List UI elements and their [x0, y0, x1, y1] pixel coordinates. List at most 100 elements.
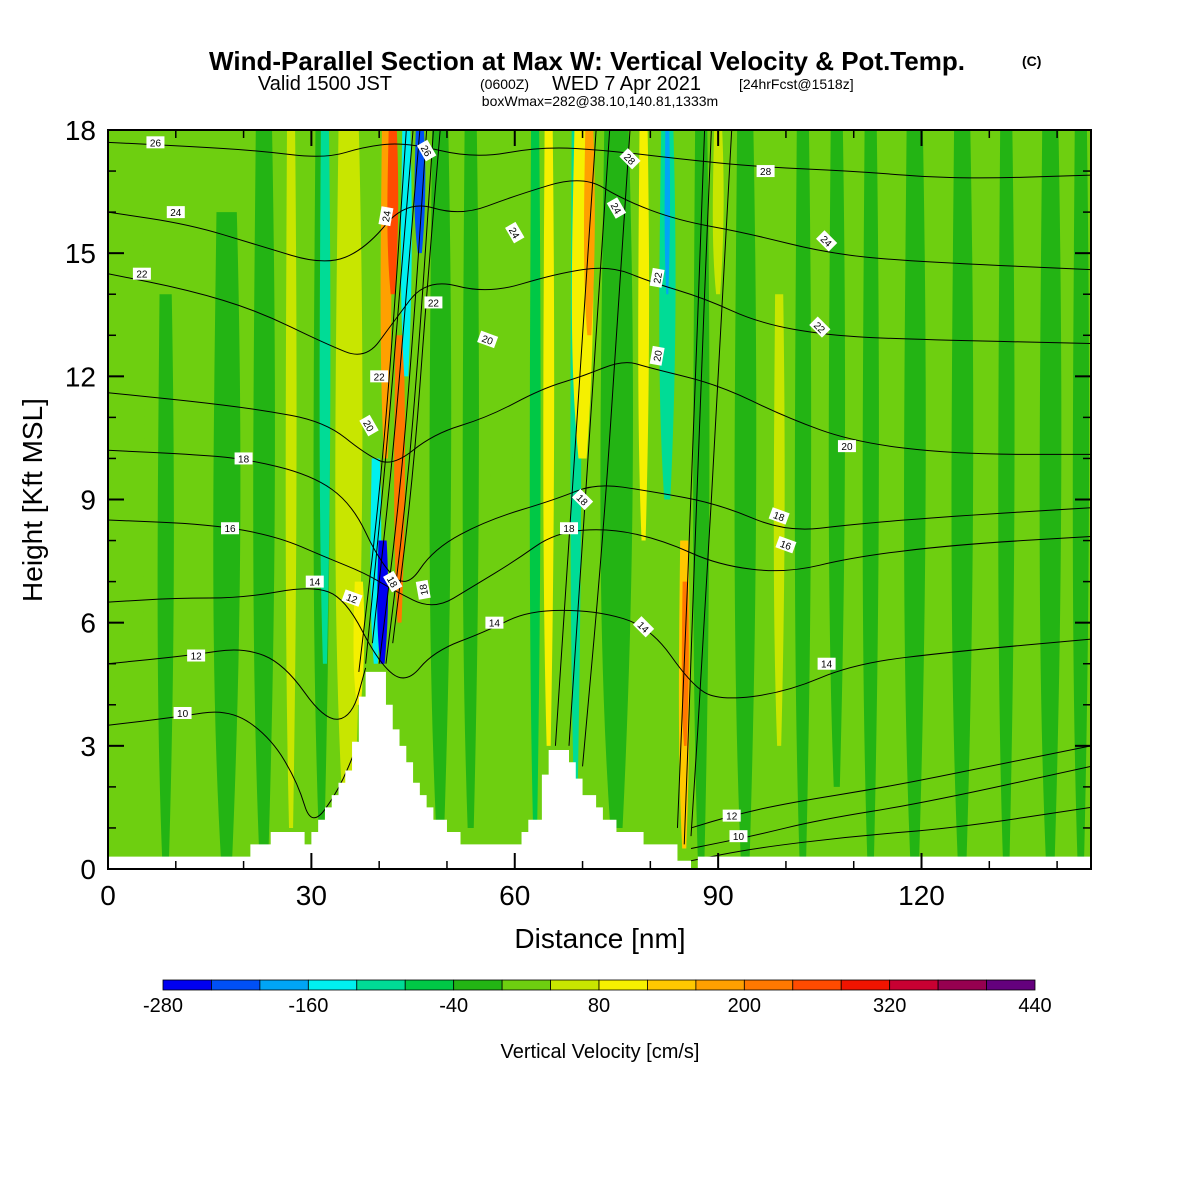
svg-text:24: 24 — [170, 208, 182, 219]
y-tick-label-18: 18 — [65, 115, 96, 146]
theta-contour-steep-4 — [385, 130, 434, 664]
svg-text:16: 16 — [778, 539, 793, 553]
forecast-label: [24hrFcst@1518z] — [739, 76, 854, 92]
colorbar-swatch-3 — [307, 979, 358, 991]
axis-ticks: 0 30 60 90 120 0 3 6 9 12 15 18 — [65, 115, 1091, 911]
y-tick-label-15: 15 — [65, 238, 96, 269]
theta-label-14-5: 14 — [485, 616, 504, 630]
theta-label-22-9: 22 — [132, 267, 151, 281]
theta-contour-steep-11 — [690, 130, 733, 837]
velocity-band-36 — [862, 130, 879, 869]
velocity-band-14 — [400, 130, 412, 377]
svg-text:18: 18 — [384, 575, 399, 591]
theta-contour-26-11 — [108, 141, 1091, 179]
colorbar: -280 -160 -40 80 200 320 440 — [143, 979, 1052, 1017]
svg-text:22: 22 — [652, 271, 665, 284]
colorbar-swatch-0 — [162, 979, 212, 991]
colorbar-swatch-5 — [404, 979, 455, 991]
colorbar-swatch-1 — [211, 979, 261, 991]
colorbar-swatch-9 — [598, 979, 648, 991]
svg-text:24: 24 — [381, 210, 394, 223]
colorbar-label-5: 320 — [873, 995, 906, 1017]
theta-label-12-3: 12 — [187, 649, 206, 663]
svg-text:24: 24 — [608, 201, 623, 217]
y-tick-label-9: 9 — [80, 485, 96, 516]
velocity-band-6 — [319, 130, 331, 664]
svg-text:26: 26 — [418, 144, 433, 160]
theta-label-extra-16: 18 — [559, 522, 578, 535]
y-tick-label-6: 6 — [80, 608, 96, 639]
theta-contour-18-7 — [108, 449, 1091, 582]
theta-label-extra-13: 22 — [649, 267, 665, 288]
svg-text:14: 14 — [489, 619, 501, 630]
colorbar-swatch-7 — [501, 979, 551, 991]
svg-text:18: 18 — [418, 583, 431, 596]
theta-label-extra-18: 28 — [756, 165, 775, 178]
svg-text:20: 20 — [360, 419, 375, 435]
colorbar-label-1: -160 — [288, 995, 328, 1017]
x-tick-label-30: 30 — [296, 880, 327, 911]
colorbar-swatch-11 — [695, 979, 745, 991]
colorbar-swatch-10 — [647, 979, 697, 991]
theta-label-extra-14: 20 — [649, 345, 665, 366]
velocity-band-24 — [600, 130, 633, 828]
colorbar-swatch-13 — [792, 979, 842, 991]
colorbar-label-3: 80 — [588, 995, 610, 1017]
velocity-band-37 — [904, 130, 926, 869]
colorbar-swatch-4 — [356, 979, 406, 991]
velocity-band-40 — [1039, 130, 1062, 869]
svg-text:10: 10 — [733, 832, 745, 843]
theta-contour-12-4 — [690, 745, 1091, 829]
theta-contour-steep-8 — [582, 130, 631, 767]
colorbar-label-0: -280 — [143, 995, 183, 1017]
svg-text:12: 12 — [726, 812, 738, 823]
theta-contour-steep-0 — [358, 130, 407, 672]
colorbar-swatch-15 — [889, 979, 939, 991]
theta-label-extra-22: 16 — [775, 535, 797, 554]
theta-label-extra-3: 22 — [370, 370, 389, 383]
theta-label-extra-8: 12 — [341, 589, 363, 607]
x-tick-label-0: 0 — [100, 880, 116, 911]
x-tick-label-120: 120 — [898, 880, 945, 911]
theta-contour-8-0 — [690, 806, 1091, 862]
colorbar-label-4: 200 — [728, 995, 761, 1017]
theta-label-12-4: 12 — [722, 809, 741, 823]
theta-label-24-10: 24 — [166, 206, 185, 219]
colorbar-swatch-2 — [259, 979, 309, 991]
svg-text:10: 10 — [177, 709, 189, 720]
plot-area: 10 10 12 12 14 16 18 20 22 24 26 26 24 22 22 20 20 18 18 12… — [108, 130, 1091, 869]
theta-contour-10-1 — [108, 711, 360, 819]
theta-contour-labels: 10 10 12 12 14 16 18 20 22 24 26 26 24 22 22 20 20 18 18 12… — [132, 136, 856, 843]
theta-label-extra-6: 18 — [383, 570, 403, 593]
colorbar-swatch-6 — [453, 979, 503, 991]
theta-label-extra-2: 22 — [424, 296, 443, 309]
y-tick-label-0: 0 — [80, 854, 96, 885]
theta-label-extra-9: 14 — [305, 575, 324, 589]
theta-contour-steep-2 — [371, 130, 421, 644]
velocity-band-27 — [664, 130, 671, 295]
theta-label-extra-7: 18 — [415, 579, 431, 600]
svg-text:14: 14 — [309, 578, 321, 589]
velocity-band-12 — [387, 130, 399, 295]
y-tick-label-3: 3 — [80, 731, 96, 762]
svg-text:22: 22 — [136, 270, 148, 281]
velocity-band-31 — [712, 130, 724, 295]
x-tick-label-90: 90 — [703, 880, 734, 911]
svg-text:18: 18 — [563, 524, 575, 535]
velocity-band-38 — [951, 130, 974, 869]
colorbar-swatch-14 — [840, 979, 891, 991]
svg-text:20: 20 — [480, 334, 495, 348]
svg-text:20: 20 — [841, 442, 853, 453]
colorbar-label-2: -40 — [439, 995, 468, 1017]
velocity-band-30 — [693, 130, 710, 869]
theta-contour-20-8 — [108, 362, 1091, 463]
theta-contour-24-10 — [108, 180, 1091, 271]
svg-text:26: 26 — [150, 138, 162, 149]
theta-contour-steep-5 — [392, 130, 441, 644]
theta-contour-22-9 — [108, 267, 1091, 355]
theta-label-extra-23: 14 — [817, 657, 836, 671]
velocity-band-34 — [794, 130, 812, 869]
theta-label-extra-0: 26 — [416, 139, 437, 162]
velocity-band-8 — [353, 581, 365, 705]
velocity-band-18 — [490, 130, 513, 828]
